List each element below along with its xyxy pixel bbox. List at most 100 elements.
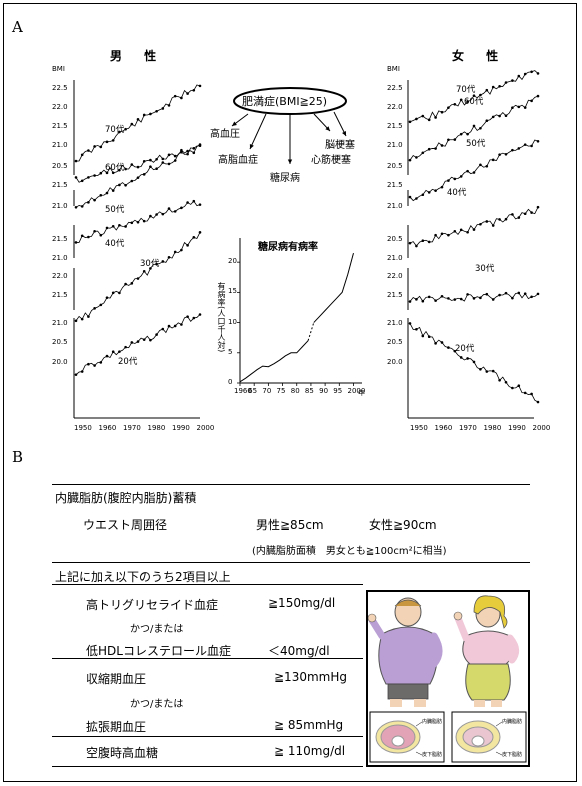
female-50s-line-point — [415, 197, 418, 200]
female-30s-line-point — [523, 292, 527, 295]
male-40s-line-point — [80, 234, 84, 238]
male-y-tick: 21.5 — [52, 291, 68, 299]
waist-label: ウエスト周囲径 — [83, 518, 168, 532]
additional-criteria: 上記に加え以下のうち2項目以上 — [55, 570, 231, 584]
female-age-label: 60代 — [464, 97, 484, 107]
female-30s-line-point — [427, 295, 431, 299]
female-30s-line-point — [479, 296, 482, 300]
female-age-label: 70代 — [456, 85, 476, 95]
male-50s-line-point — [136, 176, 140, 179]
male-40s-line-point — [118, 223, 121, 227]
female-30s-line-point — [440, 294, 444, 298]
male-20s-line-point — [173, 324, 177, 328]
male-50s-line-point — [173, 159, 177, 162]
male-title: 男 性 — [110, 49, 166, 63]
female-70s-line-point — [479, 93, 482, 97]
female-30s-line-point — [466, 293, 469, 296]
female-y-tick: 20.5 — [387, 338, 403, 346]
male-y-tick: 21.0 — [52, 141, 68, 149]
male-60s-line-point — [99, 171, 103, 175]
item-hdl: 低HDLコレステロール血症 — [86, 644, 231, 658]
diabetes-x-tick: 1960 — [234, 387, 252, 395]
female-age-label: 50代 — [466, 139, 486, 149]
male-age-label: 20代 — [118, 357, 138, 367]
female-20s-line-point — [459, 356, 463, 359]
complication-hypertension: 高血圧 — [210, 129, 240, 140]
male-20s-line-point — [149, 338, 152, 342]
female-20s-line-point — [421, 334, 425, 338]
male-age-label: 30代 — [140, 259, 160, 269]
female-70s-line-point — [447, 106, 450, 109]
diabetes-x-tick: 95 — [333, 387, 343, 395]
male-60s-line-point — [124, 167, 127, 171]
male-70s-line-point — [167, 104, 171, 107]
female-50s-line-point — [459, 175, 463, 178]
male-x-tick: 1960 — [98, 424, 117, 432]
female-50s-line-point — [536, 139, 540, 143]
female-subcutaneous-fat-label: 皮下脂肪 — [502, 752, 523, 758]
female-60s-line-point — [440, 144, 444, 147]
female-y-tick: 22.0 — [387, 103, 403, 111]
female-40s-line-point — [530, 211, 533, 214]
male-60s-line-point — [111, 171, 115, 175]
male-40s-line-point — [180, 206, 183, 210]
male-30s-line-point — [99, 303, 103, 307]
female-30s-line-point — [536, 292, 540, 296]
female-y-tick: 22.0 — [387, 272, 403, 280]
male-30s-line-point — [142, 269, 146, 273]
female-20s-line-point — [466, 357, 469, 360]
male-40s-line-point — [74, 241, 78, 244]
male-70s-line-point — [136, 118, 140, 121]
female-50s-line-point — [453, 177, 457, 181]
rule-top — [52, 484, 530, 485]
diabetes-y-tick: 20 — [228, 257, 237, 266]
male-50s-line-point — [105, 191, 109, 195]
male-40s-line-point — [192, 199, 196, 203]
body-illustration — [368, 595, 527, 763]
female-40s-line-point — [472, 228, 476, 231]
female-20s-line-point — [408, 322, 412, 325]
female-30s-line-point — [491, 298, 495, 301]
male-subcutaneous-fat-label: 皮下脂肪 — [422, 752, 443, 758]
female-40s-line-point — [504, 217, 508, 221]
male-50s-line-point — [192, 147, 196, 150]
female-30s-line-point — [498, 293, 501, 297]
complication-arrowhead — [342, 131, 346, 136]
female-30s-line-point — [447, 297, 450, 300]
diabetes-series-dashed — [307, 322, 315, 341]
female-60s-line-point — [523, 106, 527, 109]
diabetes-y-tick: 0 — [228, 378, 233, 386]
male-age-label: 50代 — [105, 205, 125, 215]
item-fasting-glucose: 空腹時高血糖 — [86, 746, 159, 760]
female-50s-line-point — [440, 185, 444, 189]
male-70s-line-point — [192, 88, 196, 92]
female-70s-line-point — [485, 88, 489, 92]
item-hdl-value: ＜40mg/dl — [268, 644, 330, 658]
diabetes-y-tick: 10 — [228, 317, 237, 326]
complication-cerebral-infarction: 脳梗塞 — [325, 140, 355, 151]
male-40s-line-point — [99, 233, 103, 237]
female-60s-line-point — [479, 126, 482, 130]
male-60s-line-point — [173, 154, 177, 158]
female-20s-line-point — [447, 346, 450, 349]
female-y-tick: 21.5 — [387, 122, 403, 130]
male-40s-line-point — [155, 213, 158, 216]
female-y-tick: 21.0 — [387, 202, 403, 210]
female-y-tick: 21.5 — [387, 181, 403, 189]
male-20s-line-point — [74, 373, 78, 376]
male-30s-line-point — [186, 244, 189, 247]
female-title: 女 性 — [452, 49, 508, 63]
male-30s-line-point — [155, 262, 158, 266]
female-y-tick: 21.5 — [387, 291, 403, 299]
item-andor-1: かつ/または — [130, 624, 184, 635]
figure-frame — [3, 3, 577, 782]
male-age-label: 40代 — [105, 239, 125, 249]
male-70s-line-point — [111, 139, 115, 142]
male-20s-line-point — [130, 341, 134, 344]
female-70s-line-point — [408, 120, 412, 124]
complication-diabetes: 糖尿病 — [270, 173, 300, 184]
male-40s-line-point — [173, 210, 177, 213]
female-y-tick: 20.0 — [387, 358, 403, 366]
female-70s-line-point — [517, 74, 521, 78]
female-70s-line-point — [491, 85, 495, 89]
